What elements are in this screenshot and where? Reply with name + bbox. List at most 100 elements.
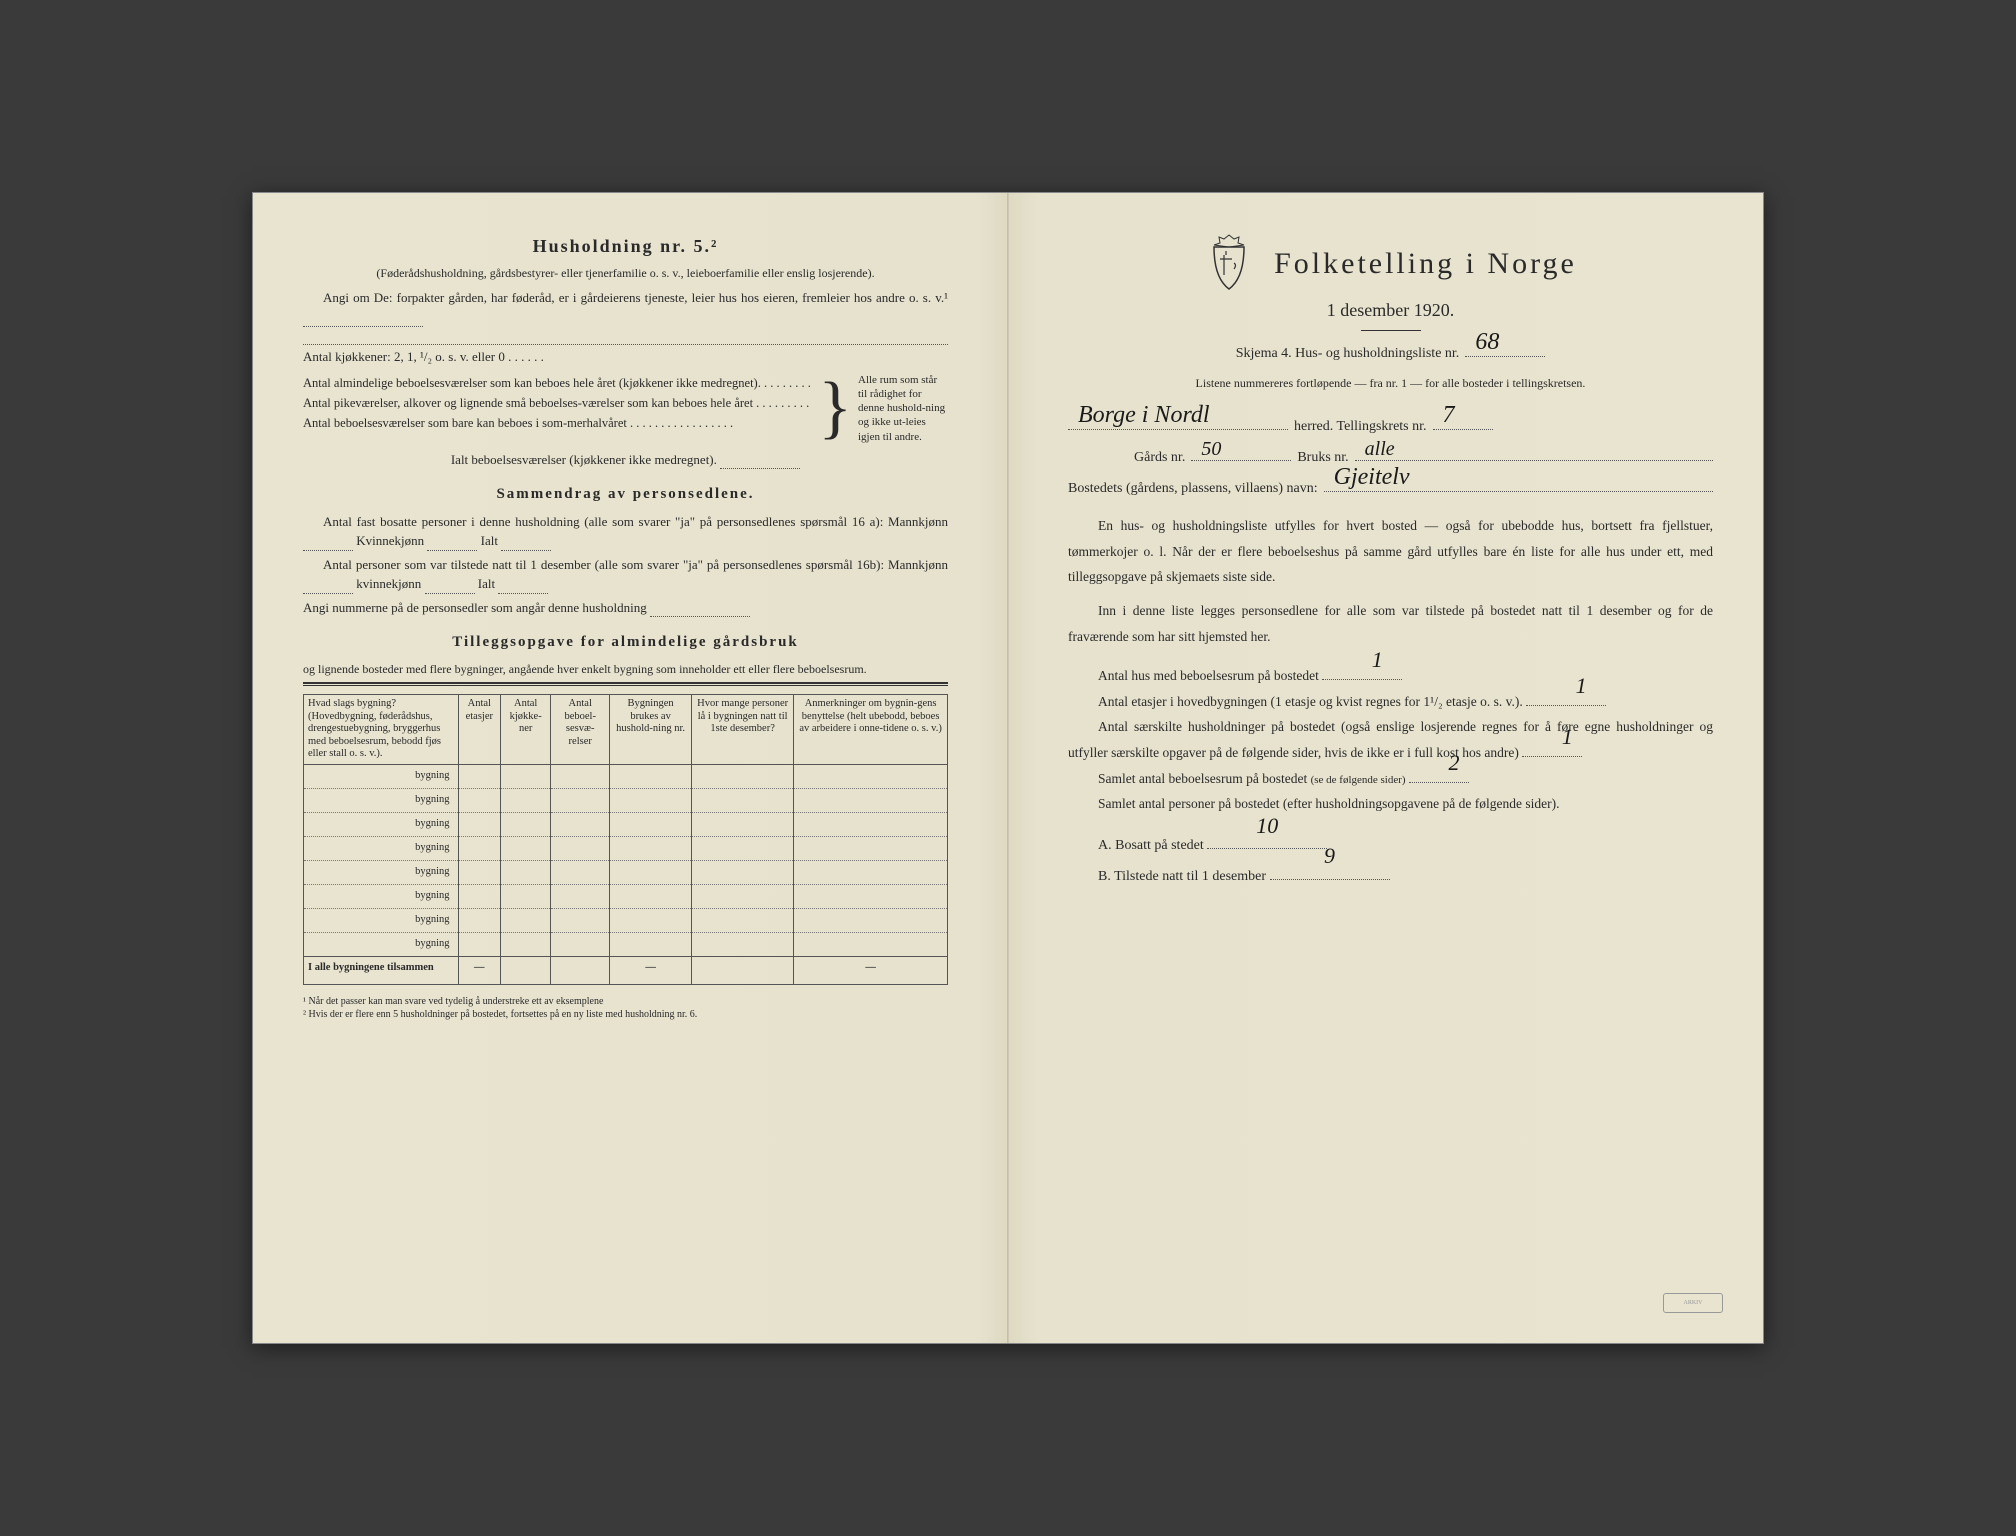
bracket-note: Alle rum som står til rådighet for denne… (858, 373, 948, 444)
herred-label: herred. Tellingskrets nr. (1294, 416, 1427, 437)
cell (794, 908, 948, 932)
cell (551, 860, 610, 884)
cell (610, 836, 692, 860)
row-type-cell: bygning (304, 836, 459, 860)
table-row: bygning (304, 812, 948, 836)
ab-list: A. Bosatt på stedet 10 B. Tilstede natt … (1098, 831, 1713, 893)
krets-value: 7 (1443, 397, 1455, 433)
household-heading: Husholdning nr. 5.² (303, 233, 948, 260)
row-type-cell: bygning (304, 884, 459, 908)
ialt-line: Ialt beboelsesværelser (kjøkkener ikke m… (303, 450, 948, 470)
title-rule (1361, 330, 1421, 331)
ialt-fill (720, 468, 800, 469)
q3-fill: 1 (1522, 756, 1582, 757)
q2-fill: 1 (1526, 705, 1606, 706)
qB-value: 9 (1324, 832, 1335, 880)
right-page: Folketelling i Norge 1 desember 1920. Sk… (1008, 193, 1763, 1343)
cell (458, 764, 500, 788)
cell (551, 764, 610, 788)
qA-label: A. Bosatt på stedet (1098, 838, 1204, 853)
census-date: 1 desember 1920. (1068, 297, 1713, 324)
cell (610, 908, 692, 932)
cell (610, 860, 692, 884)
th-type: Hvad slags bygning? (Hovedbygning, føder… (304, 694, 459, 764)
q5: Samlet antal personer på bostedet (efter… (1068, 791, 1713, 817)
cell (610, 884, 692, 908)
section2-body: Antal fast bosatte personer i denne hush… (303, 512, 948, 551)
th-brukes: Bygningen brukes av hushold-ning nr. (610, 694, 692, 764)
title-block: Folketelling i Norge (1274, 241, 1577, 286)
q3-value: 1 (1532, 716, 1573, 758)
cell (501, 812, 551, 836)
cell (458, 788, 500, 812)
footnote: ¹ Når det passer kan man svare ved tydel… (303, 995, 948, 1008)
bosted-fill: Gjeitelv (1324, 491, 1713, 492)
ialt-text: Ialt beboelsesværelser (kjøkkener ikke m… (451, 452, 717, 467)
sum-cell (692, 956, 794, 984)
s2-text: Antal personer som var tilstede natt til… (323, 557, 948, 572)
q2-value: 1 (1546, 665, 1587, 707)
cell (501, 788, 551, 812)
fill (303, 593, 353, 594)
row-type-cell: bygning (304, 860, 459, 884)
qA-value: 10 (1256, 802, 1278, 850)
bracket-item: Antal beboelsesværelser som bare kan beb… (303, 413, 812, 433)
sum-cell (501, 956, 551, 984)
cell (692, 884, 794, 908)
s2-text: kvinnekjønn (356, 576, 421, 591)
th-anmerk: Anmerkninger om bygnin-gens benyttelse (… (794, 694, 948, 764)
cell (551, 908, 610, 932)
sum-cell: — (610, 956, 692, 984)
section2-title: Sammendrag av personsedlene. (303, 483, 948, 506)
title-row: Folketelling i Norge (1068, 233, 1713, 293)
table-row: bygning (304, 884, 948, 908)
q4-label: Samlet antal beboelsesrum på bostedet (1098, 771, 1307, 786)
sum-cell: — (458, 956, 500, 984)
qB: B. Tilstede natt til 1 desember 9 (1098, 862, 1713, 893)
q4-fill: 2 (1409, 782, 1469, 783)
cell (794, 836, 948, 860)
cell (610, 764, 692, 788)
cell (551, 884, 610, 908)
cell (551, 788, 610, 812)
cell (794, 884, 948, 908)
angi-text: Angi om De: forpakter gården, har føderå… (323, 290, 948, 305)
cell (692, 836, 794, 860)
main-title: Folketelling i Norge (1274, 241, 1577, 286)
fill (650, 616, 750, 617)
bracket-items: Antal almindelige beboelsesværelser som … (303, 373, 812, 444)
cell (610, 932, 692, 956)
section2-body2: Antal personer som var tilstede natt til… (303, 555, 948, 594)
room-bracket-group: Antal almindelige beboelsesværelser som … (303, 373, 948, 444)
cell (610, 812, 692, 836)
table-row: bygning (304, 860, 948, 884)
sum-cell: — (794, 956, 948, 984)
s2-text: Antal fast bosatte personer i denne hush… (323, 514, 948, 529)
skjema-label: Skjema 4. Hus- og husholdningsliste nr. (1236, 343, 1460, 364)
census-document: Husholdning nr. 5.² (Føderådshusholdning… (252, 192, 1764, 1344)
cell (458, 836, 500, 860)
section2-body3: Angi nummerne på de personsedler som ang… (303, 598, 948, 618)
kjokken-line: Antal kjøkkener: 2, 1, ¹/₂ o. s. v. elle… (303, 347, 948, 367)
q1-value: 1 (1342, 639, 1383, 681)
fill (427, 550, 477, 551)
blank-line (303, 331, 948, 345)
table-row: bygning (304, 764, 948, 788)
row-type-cell: bygning (304, 764, 459, 788)
page-fold (1007, 193, 1009, 1343)
q4: Samlet antal beboelsesrum på bostedet (s… (1068, 766, 1713, 792)
instructions-1: En hus- og husholdningsliste utfylles fo… (1068, 513, 1713, 590)
q1: Antal hus med beboelsesrum på bostedet 1 (1068, 663, 1713, 689)
cell (458, 860, 500, 884)
cell (692, 764, 794, 788)
th-personer: Hvor mange personer lå i bygningen natt … (692, 694, 794, 764)
brace-icon: } (812, 378, 858, 438)
qA-fill: 10 (1207, 848, 1327, 849)
krets-fill: 7 (1433, 429, 1493, 430)
gards-label: Gårds nr. (1134, 447, 1185, 468)
cell (794, 764, 948, 788)
cell (794, 860, 948, 884)
fill (501, 550, 551, 551)
cell (794, 932, 948, 956)
cell (551, 812, 610, 836)
